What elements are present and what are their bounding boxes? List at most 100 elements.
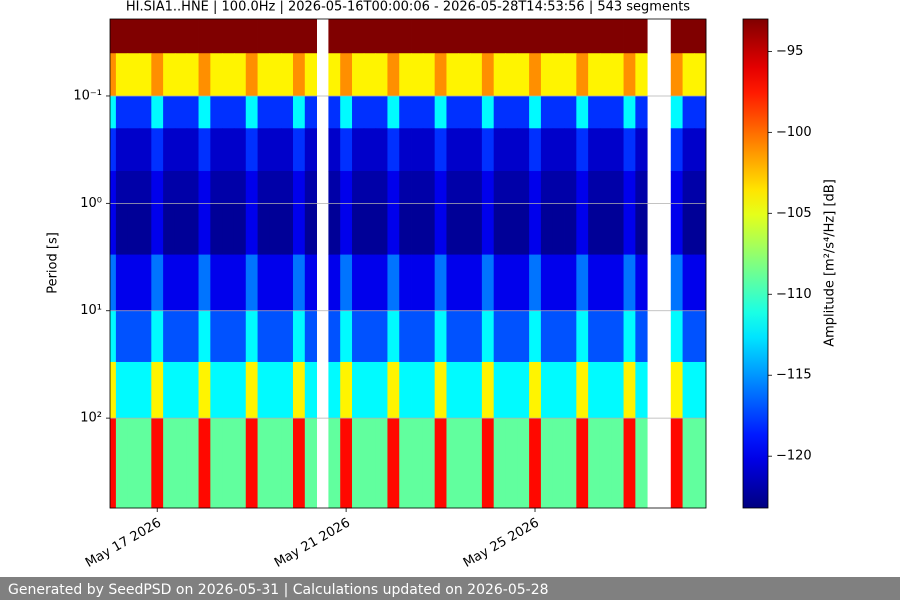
heatmap-cell [611, 254, 624, 312]
heatmap-cell [422, 19, 436, 54]
x-tick-label: May 21 2026 [272, 516, 353, 571]
heatmap-cell [411, 254, 424, 312]
heatmap-cell [387, 128, 400, 172]
heatmap-cell [694, 171, 707, 204]
heatmap-cell [470, 310, 483, 363]
heatmap-cell [458, 95, 471, 129]
heatmap-cell [470, 19, 483, 54]
heatmap-cell [304, 361, 318, 419]
colorbar [742, 18, 769, 509]
heatmap-cell [564, 128, 577, 172]
heatmap-cell [110, 361, 117, 419]
heatmap-cell [269, 19, 282, 54]
heatmap-cell [151, 310, 164, 363]
heatmap-cell [257, 254, 270, 312]
heatmap-cell [163, 53, 176, 97]
heatmap-cell [458, 53, 471, 97]
heatmap-cell [411, 95, 424, 129]
heatmap-cell [304, 95, 318, 129]
heatmap-cell [233, 254, 247, 312]
heatmap-cell [670, 171, 683, 204]
heatmap-cell [186, 361, 199, 419]
heatmap-cell [529, 361, 542, 419]
heatmap-cell [458, 19, 471, 54]
heatmap-cell [139, 203, 152, 255]
heatmap-cell [387, 361, 400, 419]
heatmap-cell [576, 254, 589, 312]
heatmap-cell [540, 95, 554, 129]
chart-title: HI.SIA1..HNE | 100.0Hz | 2026-05-16T00:0… [126, 0, 690, 15]
heatmap-cell [115, 203, 129, 255]
heatmap-cell [599, 53, 613, 97]
heatmap-cell [375, 254, 388, 312]
colorbar-label: Amplitude [m²/s⁴/Hz] [dB] [823, 179, 838, 347]
heatmap-cell [186, 95, 199, 129]
heatmap-cell [151, 418, 164, 509]
heatmap-cell [411, 171, 424, 204]
heatmap-cell [588, 171, 601, 204]
heatmap-cell [292, 19, 306, 54]
heatmap-cell [328, 310, 341, 363]
heatmap-cell [257, 418, 270, 509]
heatmap-cell [328, 203, 341, 255]
heatmap-cell [304, 19, 318, 54]
heatmap-cell [399, 19, 412, 54]
heatmap-cell [210, 254, 223, 312]
heatmap-cell [352, 128, 365, 172]
heatmap-cell [517, 128, 530, 172]
heatmap-cell [328, 254, 341, 312]
heatmap-cell [210, 203, 223, 255]
heatmap-cell [458, 361, 471, 419]
heatmap-cell [599, 361, 613, 419]
heatmap-cell [623, 361, 636, 419]
heatmap-cell [352, 171, 365, 204]
footer-text: Generated by SeedPSD on 2026-05-31 | Cal… [8, 582, 549, 598]
heatmap-cell [198, 361, 211, 419]
heatmap-cell [257, 95, 270, 129]
heatmap-cell [576, 361, 589, 419]
heatmap-cell [670, 310, 683, 363]
heatmap-cell [411, 128, 424, 172]
heatmap-cell [529, 95, 542, 129]
heatmap-cell [399, 171, 412, 204]
heatmap-cell [115, 53, 129, 97]
heatmap-cell [635, 254, 648, 312]
heatmap-cell [517, 361, 530, 419]
heatmap-cell [198, 95, 211, 129]
heatmap-cell [233, 128, 247, 172]
heatmap-cell [434, 95, 447, 129]
heatmap-cell [576, 203, 589, 255]
heatmap-cell [411, 310, 424, 363]
heatmap-cell [245, 171, 258, 204]
heatmap-cell [139, 128, 152, 172]
heatmap-cell [399, 53, 412, 97]
heatmap-cell [529, 310, 542, 363]
heatmap-cell [540, 254, 554, 312]
heatmap-cell [411, 361, 424, 419]
heatmap-cell [635, 53, 648, 97]
heatmap-cell [599, 254, 613, 312]
heatmap-cell [139, 418, 152, 509]
heatmap-cell [694, 418, 707, 509]
heatmap-cell [599, 310, 613, 363]
heatmap-cell [115, 310, 129, 363]
heatmap-cell [470, 418, 483, 509]
heatmap-cell [670, 203, 683, 255]
heatmap-cell [670, 128, 683, 172]
heatmap-cell [399, 310, 412, 363]
heatmap-cell [292, 171, 306, 204]
heatmap-cell [505, 254, 518, 312]
heatmap-cell [682, 95, 695, 129]
heatmap-cell [340, 171, 353, 204]
heatmap-cell [222, 418, 235, 509]
heatmap-cell [387, 203, 400, 255]
heatmap-cell [434, 203, 447, 255]
heatmap-cell [446, 171, 459, 204]
heatmap-cell [340, 128, 353, 172]
heatmap-cell [174, 53, 188, 97]
heatmap-cell [599, 418, 613, 509]
heatmap-cell [505, 53, 518, 97]
heatmap-cell [245, 95, 258, 129]
heatmap-cell [611, 53, 624, 97]
heatmap-cell [411, 19, 424, 54]
